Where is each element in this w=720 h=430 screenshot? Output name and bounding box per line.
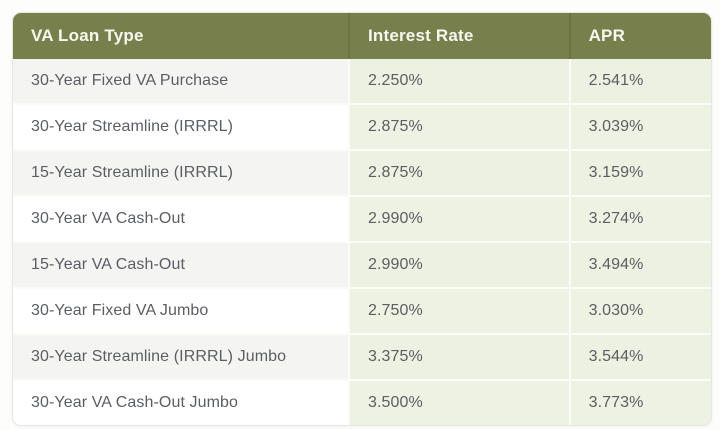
cell-apr: 3.039% [568,103,711,149]
table-header-row: VA Loan Type Interest Rate APR [13,13,711,59]
cell-loan-type: 30-Year Fixed VA Purchase [13,59,348,103]
cell-interest-rate: 2.875% [347,103,569,149]
cell-interest-rate: 2.750% [347,287,569,333]
cell-apr: 3.773% [568,379,711,425]
cell-loan-type: 30-Year Streamline (IRRRL) Jumbo [13,333,348,379]
cell-apr: 3.030% [568,287,711,333]
rates-table: VA Loan Type Interest Rate APR 30-Year F… [13,13,711,425]
cell-interest-rate: 2.250% [347,59,569,103]
table-row: 30-Year VA Cash-Out 2.990% 3.274% [13,195,711,241]
table-row: 30-Year Fixed VA Jumbo 2.750% 3.030% [13,287,711,333]
cell-apr: 3.494% [568,241,711,287]
table-row: 15-Year VA Cash-Out 2.990% 3.494% [13,241,711,287]
table-row: 30-Year Streamline (IRRRL) Jumbo 3.375% … [13,333,711,379]
cell-loan-type: 30-Year VA Cash-Out Jumbo [13,379,348,425]
cell-interest-rate: 3.375% [347,333,569,379]
cell-loan-type: 30-Year Fixed VA Jumbo [13,287,348,333]
cell-interest-rate: 2.990% [347,195,569,241]
cell-apr: 3.274% [568,195,711,241]
table-row: 30-Year VA Cash-Out Jumbo 3.500% 3.773% [13,379,711,425]
cell-apr: 3.544% [568,333,711,379]
cell-apr: 2.541% [568,59,711,103]
cell-interest-rate: 2.990% [347,241,569,287]
column-header-loan-type: VA Loan Type [13,13,348,59]
cell-interest-rate: 2.875% [347,149,569,195]
cell-interest-rate: 3.500% [347,379,569,425]
cell-loan-type: 30-Year Streamline (IRRRL) [13,103,348,149]
cell-apr: 3.159% [568,149,711,195]
cell-loan-type: 15-Year Streamline (IRRRL) [13,149,348,195]
cell-loan-type: 30-Year VA Cash-Out [13,195,348,241]
table-row: 30-Year Fixed VA Purchase 2.250% 2.541% [13,59,711,103]
column-header-interest-rate: Interest Rate [347,13,569,59]
table-row: 30-Year Streamline (IRRRL) 2.875% 3.039% [13,103,711,149]
table-row: 15-Year Streamline (IRRRL) 2.875% 3.159% [13,149,711,195]
column-header-apr: APR [568,13,711,59]
va-loan-rates-table: VA Loan Type Interest Rate APR 30-Year F… [12,12,712,426]
cell-loan-type: 15-Year VA Cash-Out [13,241,348,287]
